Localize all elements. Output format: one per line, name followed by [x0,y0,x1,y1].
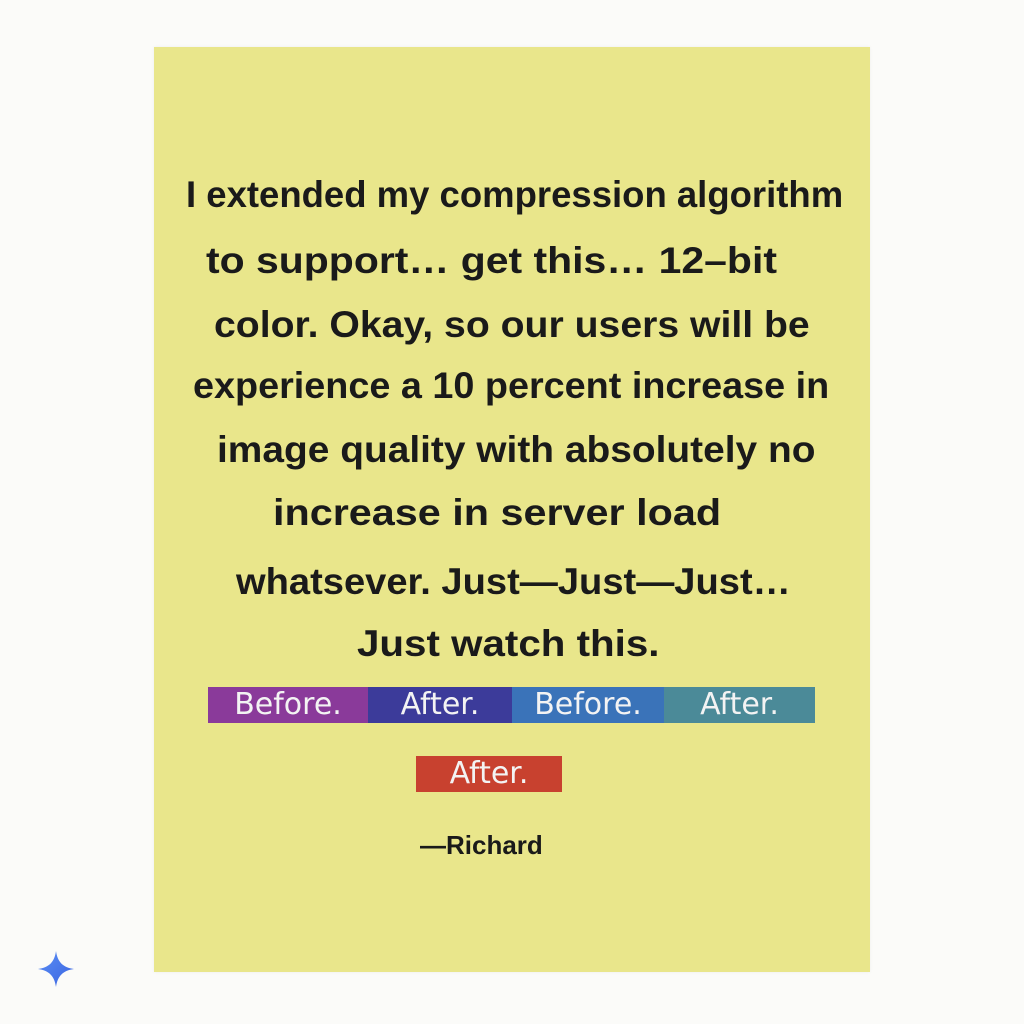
sticky-note [154,47,870,972]
quote-line-1: I extended my compression algorithm [186,174,844,215]
quote-line-6: increase in server load [273,492,722,533]
tag-after-2: After. [664,687,815,723]
quote-line-8: Just watch this. [357,623,660,664]
signature: —Richard [420,830,543,860]
quote-line-4: experience a 10 percent increase in [193,365,830,406]
quote-line-7: whatsever. Just—Just—Just… [236,561,791,602]
quote-line-2: to support… get this… 12–bit [206,240,777,281]
quote-line-3: color. Okay, so our users will be [214,304,810,345]
quote-line-5: image quality with absolutely no [217,429,816,470]
sparkle-icon [38,951,74,987]
tag-before-2: Before. [512,687,664,723]
tag-after-3: After. [416,756,562,792]
tag-after-1: After. [368,687,512,723]
tag-before-1: Before. [208,687,368,723]
